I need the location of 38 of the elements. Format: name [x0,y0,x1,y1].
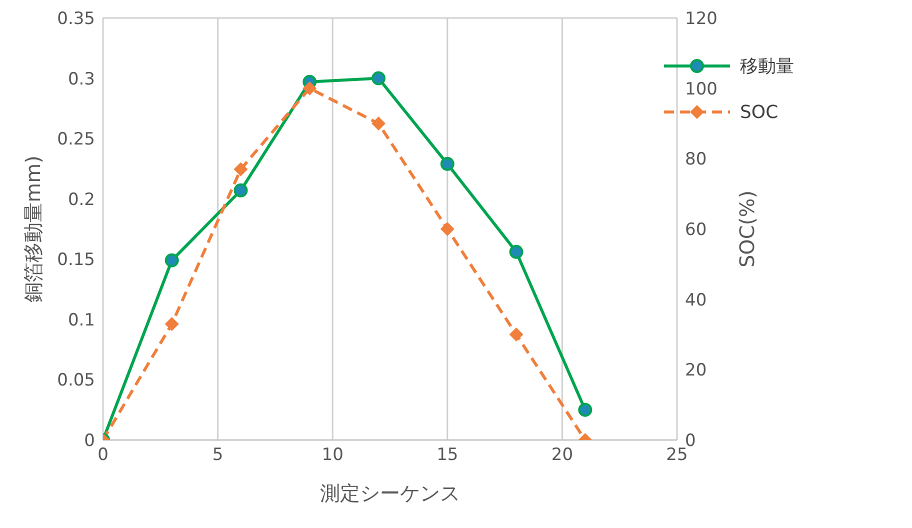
point [509,328,524,342]
y2-tick-label: 40 [685,290,707,310]
y-tick-label: 0.3 [68,69,95,90]
y2-tick-label: 20 [685,360,707,381]
point [440,156,454,171]
x-tick-label: 5 [212,445,224,466]
y-tick-label: 0.2 [68,190,95,210]
y2-tick-label: 80 [685,150,707,170]
x-tick-label: 25 [666,445,688,466]
legend-label: 移動量 [740,55,794,78]
x-tick-label: 0 [98,445,108,466]
point [302,81,317,96]
x-axis-title: 測定シーケンス [320,481,460,505]
point [164,316,179,331]
point [234,162,248,176]
point [440,222,454,236]
point [164,253,179,268]
point [372,116,386,130]
y2-tick-label: 120 [685,9,718,30]
y-tick-label: 0.05 [57,370,95,391]
y2-tick-label: 60 [685,220,707,240]
point [372,71,386,86]
point [509,244,524,259]
y-tick-label: 0 [84,431,95,452]
x-tick-label: 20 [551,445,574,466]
y-tick-label: 0.35 [57,9,95,30]
point [234,183,248,198]
point [578,402,592,417]
legend-label: SOC [740,102,778,122]
y2-tick-label: 100 [685,79,718,100]
y2-tick-label: 0 [685,431,696,452]
y2-axis-title: SOC(%) [735,190,760,268]
x-tick-label: 15 [436,445,458,466]
y-tick-label: 0.15 [57,250,95,270]
y-axis-title: 銅箔移動量mm) [21,156,46,302]
y-tick-label: 0.25 [57,130,95,150]
x-tick-label: 10 [322,445,344,466]
y-tick-label: 0.1 [68,310,95,330]
